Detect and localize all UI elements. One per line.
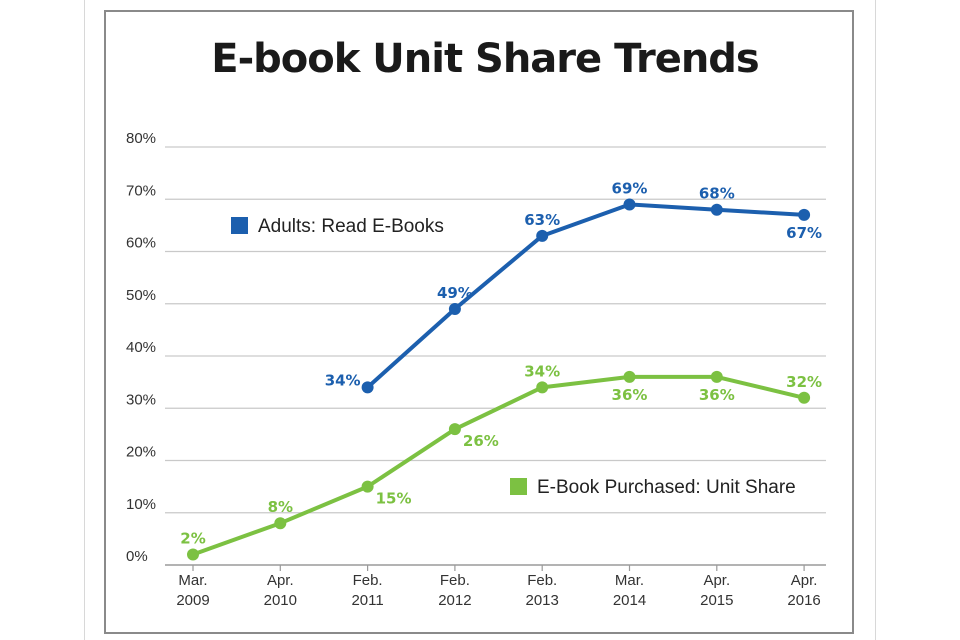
data-label: 34% [325,371,361,389]
series-lines [187,198,811,561]
page-frame [84,0,876,640]
legend-label: E-Book Purchased: Unit Share [537,477,796,498]
data-label: 2% [180,530,205,548]
x-tick-label: Apr. [703,572,730,589]
data-label: 67% [786,224,822,242]
data-point [710,203,723,216]
y-tick-label: 80% [126,130,156,147]
x-tick-label: Apr. [791,572,818,589]
x-tick-label: Feb. [353,572,383,589]
x-tick-label: 2013 [526,592,559,609]
y-tick-label: 20% [126,444,156,461]
data-point [448,423,461,436]
data-point [798,391,811,404]
legend-swatch [510,478,527,495]
data-label: 69% [612,179,648,197]
data-point [361,381,374,394]
x-axis-ticks: Mar. 2009 Apr. 2010 Feb. 2011 Feb. 2012 Feb. 2013… [176,565,821,609]
data-label: 63% [524,211,560,229]
data-point [623,198,636,211]
x-tick-label: 2011 [351,592,383,609]
x-tick-label: 2010 [264,592,297,609]
x-tick-label: Mar. [615,572,644,589]
data-point [361,480,374,493]
x-tick-label: Feb. [527,572,557,589]
data-label: 68% [699,185,735,203]
data-point [536,381,549,394]
x-tick-label: 2012 [438,592,471,609]
series-line-1 [191,374,807,557]
series-line-0 [365,202,807,390]
legend-swatch [231,217,248,234]
data-point [710,370,723,383]
data-label: 49% [437,284,473,302]
data-labels: 34% 49% 63% 69% 68% 67% 2% 8% 15% 26% 34% 36% 36% 32% [180,179,822,547]
y-tick-label: 40% [126,339,156,356]
y-tick-label: 50% [126,287,156,304]
x-tick-label: 2014 [613,592,646,609]
data-point [536,229,549,242]
data-label: 8% [268,498,293,516]
x-tick-label: 2015 [700,592,733,609]
data-label: 34% [524,362,560,380]
data-label: 26% [463,432,499,450]
grid-lines [165,146,826,566]
legend-label: Adults: Read E-Books [258,216,444,237]
y-tick-label: 10% [126,496,156,513]
data-label: 15% [376,490,412,508]
chart-title: E-book Unit Share Trends [211,36,758,82]
data-point [798,208,811,221]
data-label: 36% [699,386,735,404]
y-tick-label: 0% [126,548,148,565]
data-point [187,548,199,561]
data-point [274,517,287,530]
y-tick-label: 70% [126,182,156,199]
x-tick-label: Apr. [267,572,294,589]
chart-frame [104,10,854,634]
data-label: 36% [612,386,648,404]
y-axis-ticks: 0% 10% 20% 30% 40% 50% 60% 70% 80% [126,130,156,565]
data-point [448,302,461,315]
y-tick-label: 30% [126,391,156,408]
legend: Adults: Read E-Books E-Book Purchased: Un… [231,216,796,498]
x-tick-label: 2009 [176,592,209,609]
x-tick-label: Feb. [440,572,470,589]
data-label: 32% [786,373,822,391]
y-tick-label: 60% [126,235,156,252]
x-tick-label: Mar. [178,572,207,589]
data-point [623,370,636,383]
x-tick-label: 2016 [787,592,820,609]
